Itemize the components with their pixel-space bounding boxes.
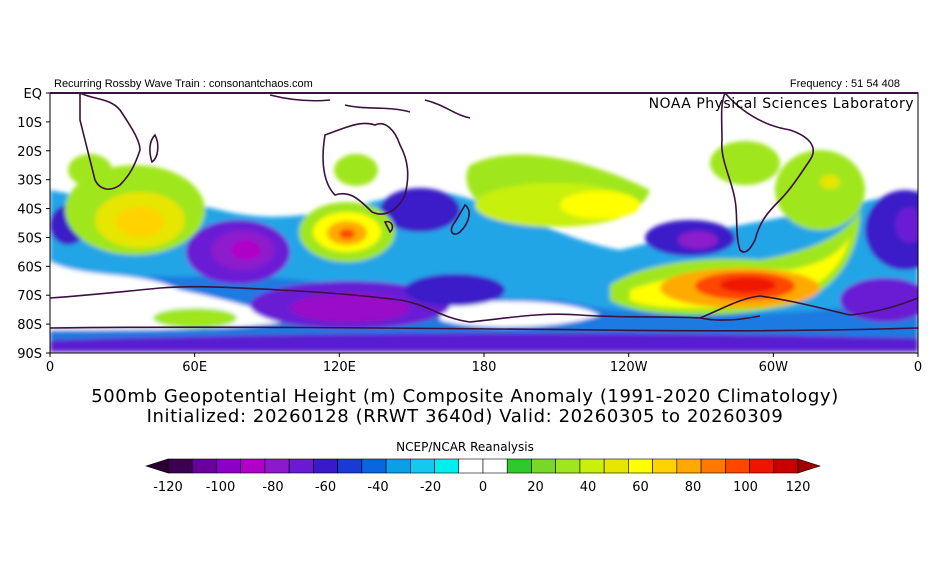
colorbar-bin — [579, 458, 605, 474]
colorbar-label: 40 — [580, 480, 597, 495]
colorbar-bin — [337, 458, 363, 474]
colorbar-title: NCEP/NCAR Reanalysis — [396, 440, 534, 454]
colorbar-bin — [288, 458, 314, 474]
colorbar-label: -100 — [206, 480, 236, 495]
colorbar-label: 100 — [733, 480, 758, 495]
anomaly-contours — [50, 141, 918, 352]
lat-tick-label: 80S — [17, 318, 42, 333]
lon-tick-label: 60W — [759, 360, 789, 375]
colorbar-label: 120 — [786, 480, 811, 495]
lon-tick-label: 0 — [46, 360, 54, 375]
colorbar-bin — [676, 458, 702, 474]
coastlines — [50, 93, 918, 332]
lab-label: NOAA Physical Sciences Laboratory — [648, 96, 914, 112]
colorbar-label: -20 — [420, 480, 441, 495]
map-title: 500mb Geopotential Height (m) Composite … — [91, 386, 839, 407]
colorbar-label: -120 — [153, 480, 183, 495]
lat-tick-label: 20S — [17, 145, 42, 160]
header-frequency: Frequency : 51 54 408 — [789, 78, 900, 90]
colorbar-bin — [628, 458, 653, 474]
colorbar-bin — [313, 458, 338, 474]
colorbar-bin — [264, 458, 290, 474]
map-subtitle: Initialized: 20260128 (RRWT 3640d) Valid… — [146, 406, 784, 427]
header-credit: Recurring Rossby Wave Train : consonantc… — [54, 78, 313, 90]
lat-tick-label: 50S — [17, 231, 42, 246]
colorbar-label: 0 — [479, 480, 487, 495]
colorbar-bin — [749, 458, 775, 474]
lat-tick-label: 10S — [17, 116, 42, 131]
lon-tick-label: 60E — [182, 360, 207, 375]
lon-tick-label: 120W — [610, 360, 648, 375]
colorbar-bin — [482, 458, 508, 474]
colorbar: -120 -100 -80 -60 -40 -20 0 20 40 60 80 100 120 — [145, 458, 821, 495]
colorbar-bin — [385, 458, 411, 474]
lat-tick-label: 90S — [17, 347, 42, 362]
colorbar-over-arrow — [797, 458, 821, 474]
colorbar-bin — [531, 458, 556, 474]
colorbar-bin — [506, 458, 532, 474]
colorbar-label: -60 — [315, 480, 336, 495]
colorbar-under-arrow — [145, 458, 169, 474]
colorbar-label: 20 — [527, 480, 544, 495]
lon-tick-label: 180 — [472, 360, 497, 375]
colorbar-bin — [555, 458, 581, 474]
lat-tick-label: 70S — [17, 289, 42, 304]
colorbar-bin — [361, 458, 387, 474]
lon-tick-label: 0 — [914, 360, 922, 375]
longitude-axis: 0 60E 120E 180 120W 60W 0 — [46, 353, 922, 375]
colorbar-label: 80 — [685, 480, 702, 495]
lat-tick-label: 60S — [17, 260, 42, 275]
lat-tick-label: 30S — [17, 174, 42, 189]
lat-tick-label: 40S — [17, 203, 42, 218]
colorbar-bin — [773, 458, 799, 474]
colorbar-bin — [167, 458, 193, 474]
lat-tick-label: EQ — [24, 87, 42, 102]
colorbar-bin — [216, 458, 241, 474]
map-plot-area — [50, 93, 918, 353]
latitude-axis: EQ 10S 20S 30S 40S 50S 60S 70S 80S 90S — [17, 87, 50, 362]
colorbar-bin — [434, 458, 460, 474]
colorbar-bin — [191, 458, 217, 474]
colorbar-bin — [458, 458, 484, 474]
colorbar-bin — [700, 458, 726, 474]
lon-tick-label: 120E — [323, 360, 356, 375]
colorbar-label: -80 — [262, 480, 283, 495]
colorbar-label: -40 — [367, 480, 388, 495]
colorbar-bin — [603, 458, 629, 474]
colorbar-bin — [652, 458, 678, 474]
colorbar-label: 60 — [632, 480, 649, 495]
colorbar-bin — [410, 458, 435, 474]
colorbar-bin — [725, 458, 750, 474]
colorbar-bin — [240, 458, 266, 474]
